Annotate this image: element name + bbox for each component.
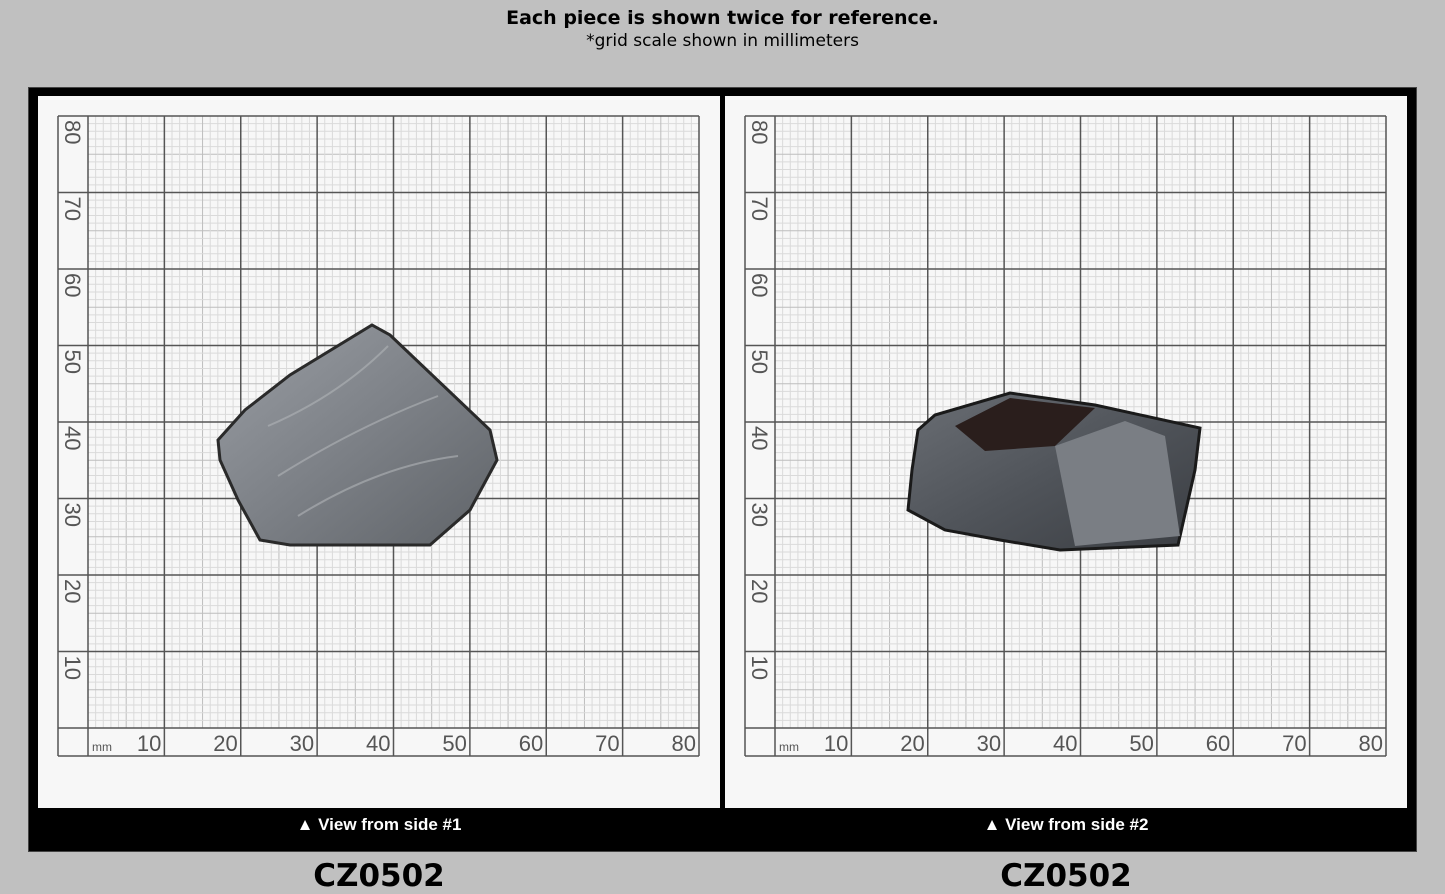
y-axis-label: 30 [60,503,85,527]
x-axis-label: 30 [290,731,314,756]
y-axis-label: 70 [747,197,772,221]
x-axis-label: 60 [519,731,543,756]
y-axis-label: 20 [747,579,772,603]
y-axis-label: 30 [747,503,772,527]
x-axis-label: 20 [900,731,924,756]
y-axis-label: 10 [60,656,85,680]
unit-label: mm [779,740,799,754]
x-axis-label: 10 [824,731,848,756]
x-axis-label: 40 [1053,731,1077,756]
y-axis-label: 80 [747,120,772,144]
page-title: Each piece is shown twice for reference. [506,7,939,29]
x-axis-label: 50 [1129,731,1153,756]
page-subtitle: *grid scale shown in millimeters [586,31,859,51]
y-axis-label: 40 [747,426,772,450]
grid-paper: 10 20 30 40 50 60 70 80 mm 80 70 60 50 40 30 20 10 [744,115,1387,757]
grid-paper: 10 20 30 40 50 60 70 80 mm 80 70 60 50 40 30 20 10 [57,115,700,757]
x-axis-label: 80 [1359,731,1383,756]
product-code: CZ0502 [1000,858,1132,894]
x-axis-label: 70 [1282,731,1306,756]
y-axis-label: 80 [60,120,85,144]
y-axis-label: 60 [747,273,772,297]
panel-side-1: 10 20 30 40 50 60 70 80 mm 80 70 60 50 40 30 20 10 CZ050… [38,96,720,894]
y-axis-label: 40 [60,426,85,450]
y-axis-label: 50 [747,350,772,374]
caption-side-1: ▲ View from side #1 [296,815,462,834]
caption-side-2: ▲ View from side #2 [983,815,1149,834]
panel-side-2: 10 20 30 40 50 60 70 80 mm 80 70 60 50 40 30 20 10 CZ050… [725,96,1407,894]
x-axis-label: 20 [213,731,237,756]
x-axis-label: 50 [442,731,466,756]
y-axis-label: 20 [60,579,85,603]
y-axis-label: 70 [60,197,85,221]
x-axis-label: 70 [595,731,619,756]
unit-label: mm [92,740,112,754]
y-axis-label: 60 [60,273,85,297]
y-axis-label: 10 [747,656,772,680]
x-axis-label: 10 [137,731,161,756]
x-axis-label: 80 [672,731,696,756]
x-axis-label: 40 [366,731,390,756]
x-axis-label: 60 [1206,731,1230,756]
product-code: CZ0502 [313,858,445,894]
y-axis-label: 50 [60,350,85,374]
x-axis-label: 30 [977,731,1001,756]
